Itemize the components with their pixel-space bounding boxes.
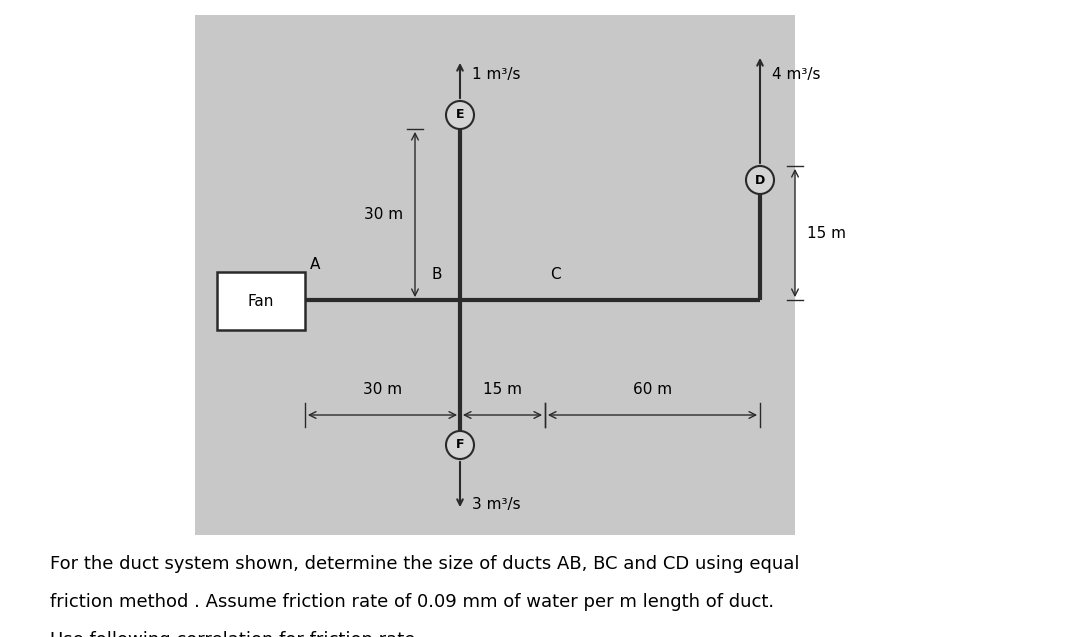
Text: 1 m³/s: 1 m³/s xyxy=(472,68,521,83)
Text: 3 m³/s: 3 m³/s xyxy=(472,497,521,513)
Text: 4 m³/s: 4 m³/s xyxy=(772,68,821,83)
Circle shape xyxy=(446,101,474,129)
Circle shape xyxy=(446,431,474,459)
Text: A: A xyxy=(310,257,321,272)
Circle shape xyxy=(746,166,774,194)
Text: E: E xyxy=(456,108,464,122)
Bar xyxy=(217,272,305,330)
Text: Use following correlation for friction rate: Use following correlation for friction r… xyxy=(50,631,416,637)
Text: 30 m: 30 m xyxy=(364,207,403,222)
Text: friction method . Assume friction rate of 0.09 mm of water per m length of duct.: friction method . Assume friction rate o… xyxy=(50,593,774,611)
Text: 15 m: 15 m xyxy=(807,225,846,241)
Text: 30 m: 30 m xyxy=(363,382,402,397)
Text: F: F xyxy=(456,438,464,452)
Bar xyxy=(195,15,795,535)
Text: C: C xyxy=(550,267,561,282)
Text: For the duct system shown, determine the size of ducts AB, BC and CD using equal: For the duct system shown, determine the… xyxy=(50,555,799,573)
Text: Fan: Fan xyxy=(247,294,274,308)
Text: D: D xyxy=(755,173,765,187)
Text: 15 m: 15 m xyxy=(483,382,522,397)
Text: 60 m: 60 m xyxy=(633,382,672,397)
Text: B: B xyxy=(432,267,442,282)
